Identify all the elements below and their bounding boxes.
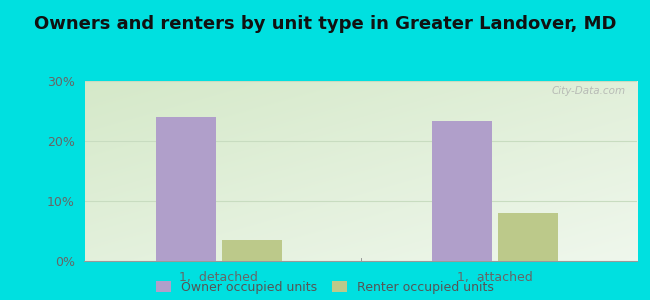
- Bar: [498, 213, 558, 261]
- Text: Owners and renters by unit type in Greater Landover, MD: Owners and renters by unit type in Great…: [34, 15, 616, 33]
- Bar: [432, 121, 492, 261]
- Bar: [222, 240, 282, 261]
- Legend: Owner occupied units, Renter occupied units: Owner occupied units, Renter occupied un…: [156, 281, 494, 294]
- Bar: [155, 117, 216, 261]
- Text: City-Data.com: City-Data.com: [552, 86, 626, 96]
